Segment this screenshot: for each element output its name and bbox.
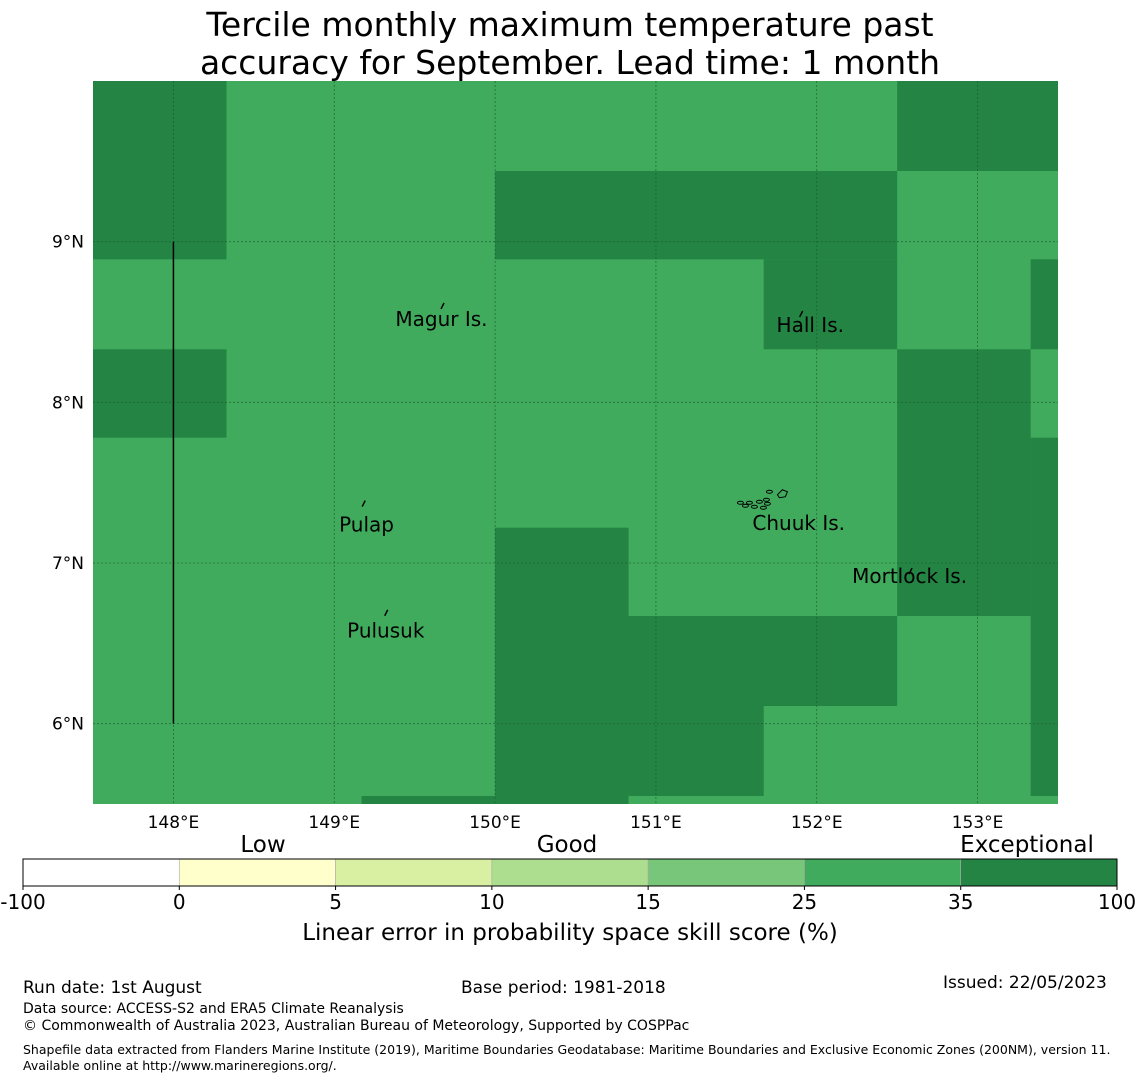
colorbar-category-label-1: Good	[537, 832, 598, 858]
y-tick-label-2: 8°N	[52, 393, 84, 413]
colorbar-category-label-2: Exceptional	[960, 832, 1094, 858]
x-tick-label-0: 148°E	[148, 813, 200, 830]
y-tick-label-3: 9°N	[52, 233, 84, 253]
map-cell-exceptional-3	[763, 259, 898, 350]
issued-date: Issued: 22/05/2023	[943, 973, 1107, 993]
base-period: Base period: 1981-2018	[461, 978, 666, 998]
chart-title-line-2: accuracy for September. Lead time: 1 mon…	[199, 43, 941, 82]
x-tick-label-2: 150°E	[469, 813, 521, 830]
colorbar-tick-label-2: 5	[329, 890, 342, 914]
colorbar-segment-3	[491, 858, 649, 887]
map-cell-exceptional-8	[495, 527, 629, 804]
island-label-0: Magur Is.	[395, 307, 487, 331]
colorbar-tick-label-0: -100	[0, 890, 45, 914]
island-shape-1	[798, 310, 804, 318]
colorbar-segment-1	[178, 858, 336, 887]
island-shape-chuuk-7	[763, 501, 771, 506]
chart-title: Tercile monthly maximum temperature past…	[0, 6, 1140, 82]
y-tick-label-0: 6°N	[52, 715, 84, 735]
copyright: © Commonwealth of Australia 2023, Austra…	[23, 1018, 690, 1034]
y-tick-label-1: 7°N	[52, 554, 84, 574]
colorbar-segment-6	[960, 858, 1118, 887]
map-cell-exceptional-5	[1030, 259, 1058, 350]
island-shape-chuuk-2	[745, 500, 753, 505]
chart-title-line-1: Tercile monthly maximum temperature past	[206, 5, 934, 44]
colorbar-segment-4	[647, 858, 805, 887]
colorbar-tick-label-4: 15	[635, 890, 660, 914]
island-label-3: Chuuk Is.	[752, 511, 845, 535]
colorbar-segment-2	[335, 858, 493, 887]
island-label-2: Pulap	[339, 512, 394, 536]
island-label-5: Pulusuk	[347, 618, 425, 642]
island-shape-chuuk-4	[755, 499, 763, 504]
island-shape-2	[361, 500, 366, 507]
x-tick-label-3: 151°E	[630, 813, 682, 830]
colorbar-segment-5	[804, 858, 962, 887]
island-label-1: Hall Is.	[777, 313, 844, 337]
map-cell-exceptional-1	[93, 349, 227, 438]
shapefile-credit: Shapefile data extracted from Flanders M…	[23, 1042, 1111, 1073]
colorbar-tick-label-6: 35	[948, 890, 973, 914]
map-cell-exceptional-0	[93, 81, 227, 260]
island-shape-0	[440, 302, 445, 310]
skill-score-map: 148°E 149°E 150°E 151°E 152°E 153°E 6°N 7°N 8°N 9…	[52, 81, 1058, 830]
island-shape-chuuk-3	[750, 504, 758, 509]
x-tick-label-5: 153°E	[952, 813, 1004, 830]
island-label-4: Mortlock Is.	[852, 564, 967, 588]
colorbar-frame	[22, 858, 1118, 887]
island-shape-chuuk-1	[741, 503, 749, 508]
island-shape-chuuk-6	[762, 497, 770, 502]
island-shape-4	[908, 567, 913, 575]
colorbar-category-label-0: Low	[240, 832, 285, 858]
colorbar-tick-label-7: 100	[1098, 890, 1136, 914]
map-cell-exceptional-7	[1030, 437, 1058, 796]
island-shape-chuuk-5	[759, 505, 767, 510]
colorbar-tick-label-1: 0	[173, 890, 186, 914]
island-shape-chuuk-8	[765, 489, 773, 494]
island-shape-chuuk-main	[776, 489, 789, 499]
data-source: Data source: ACCESS-S2 and ERA5 Climate …	[23, 1001, 404, 1017]
map-cell-exceptional-10	[628, 705, 764, 796]
map-cell-exceptional-9	[628, 616, 898, 706]
colorbar-tick-label-3: 10	[479, 890, 504, 914]
colorbar-label: Linear error in probability space skill …	[302, 920, 838, 946]
map-cell-exceptional-11	[361, 795, 496, 804]
island-shape-chuuk-0	[736, 500, 744, 505]
x-tick-label-1: 149°E	[308, 813, 360, 830]
colorbar-segment-0	[22, 858, 180, 887]
run-date: Run date: 1st August	[23, 978, 202, 998]
map-cell-exceptional-2	[495, 170, 898, 260]
x-tick-label-4: 152°E	[791, 813, 843, 830]
colorbar-tick-label-5: 25	[792, 890, 817, 914]
map-cell-exceptional-6	[897, 349, 1031, 617]
island-shape-5	[384, 609, 389, 617]
